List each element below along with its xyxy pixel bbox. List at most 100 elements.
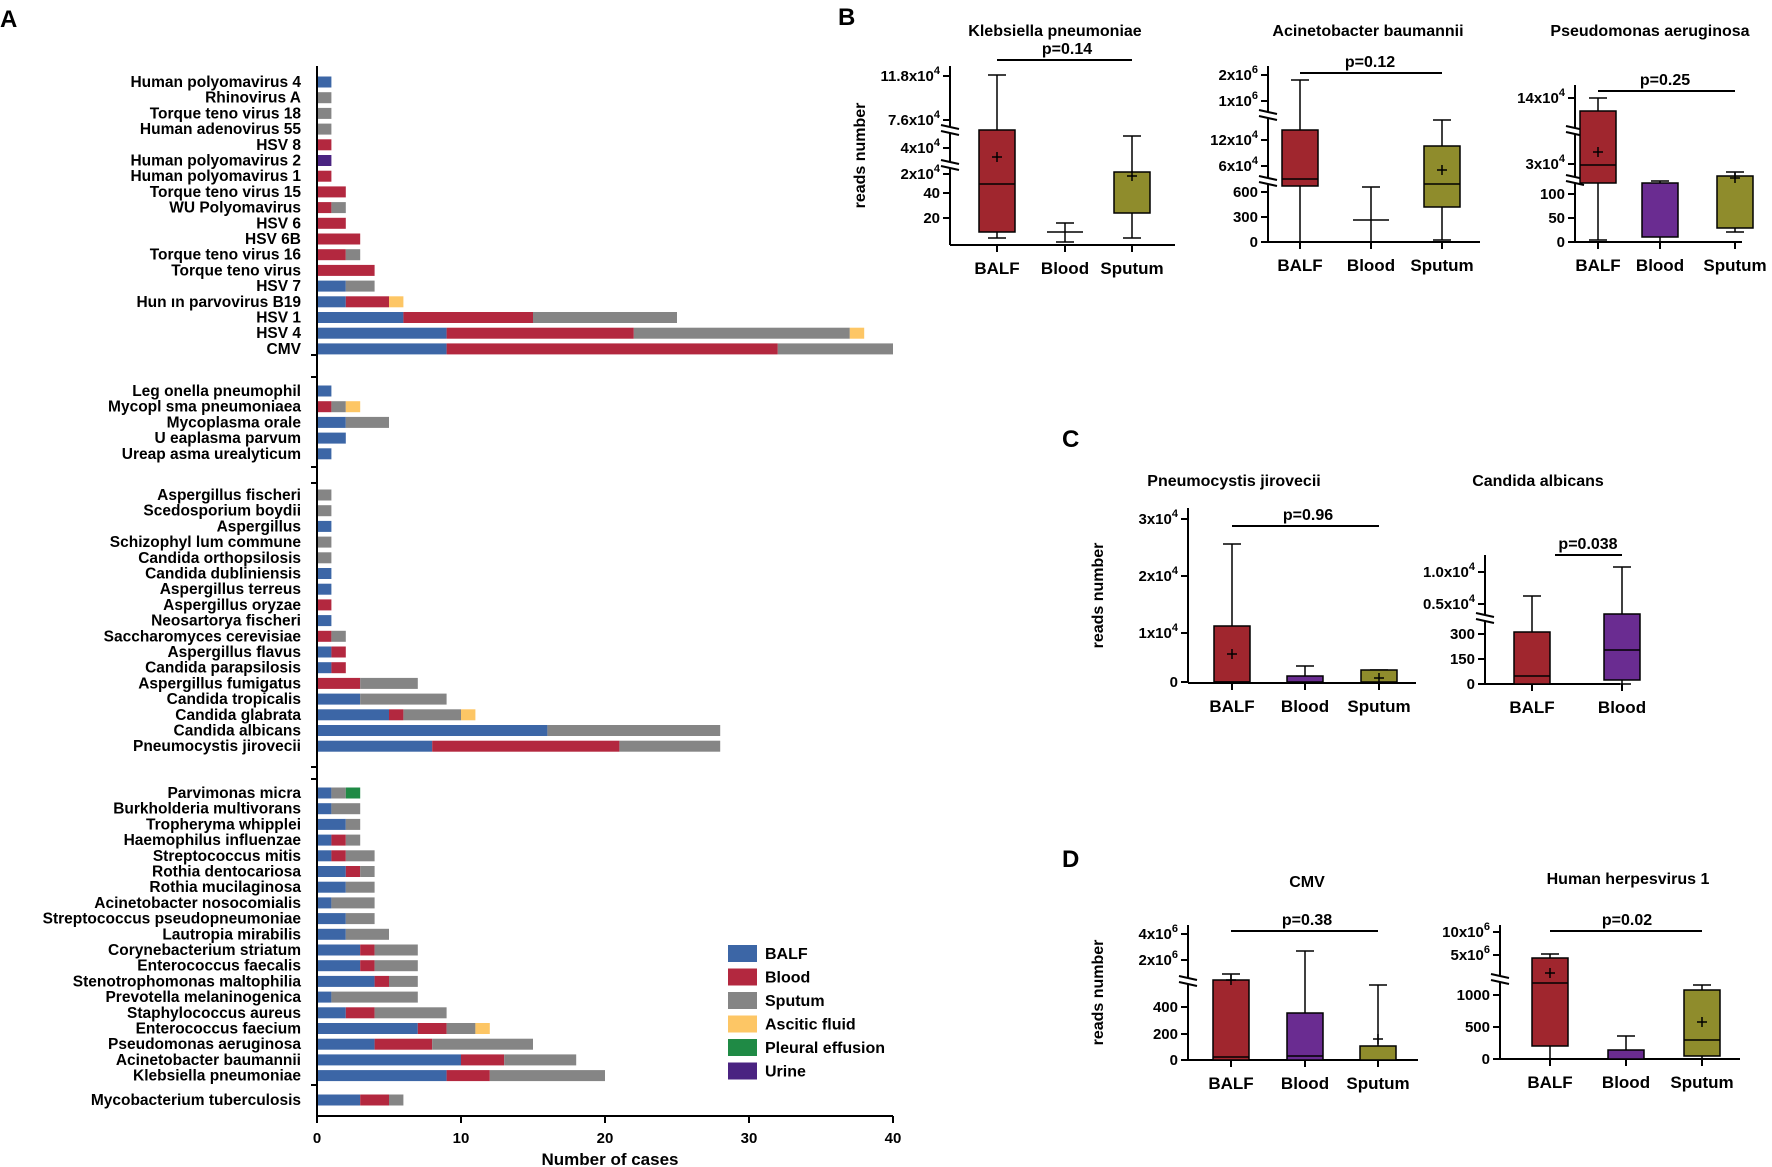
axis-break-gap bbox=[1179, 978, 1197, 984]
bar-segment bbox=[345, 818, 361, 830]
x-category-label: Sputum bbox=[1347, 697, 1410, 716]
bar-segment bbox=[403, 709, 461, 721]
p-value-label: p=0.14 bbox=[1042, 41, 1092, 58]
legend-label: Urine bbox=[765, 1064, 806, 1081]
bar-segment bbox=[446, 1070, 490, 1082]
bar-segment bbox=[331, 646, 346, 658]
y-tick-label: 500 bbox=[1465, 1019, 1490, 1036]
category-label: Candida tropicalis bbox=[167, 691, 301, 708]
y-tick-label: 2x106 bbox=[1139, 949, 1179, 969]
box bbox=[1286, 675, 1324, 683]
bar-segment bbox=[317, 296, 346, 308]
axis-break-gap bbox=[941, 162, 959, 168]
x-category-label: Sputum bbox=[1346, 1074, 1409, 1093]
category-label: Saccharomyces cerevisiae bbox=[104, 628, 302, 645]
legend-swatch bbox=[728, 1062, 757, 1080]
category-label: Torque teno virus 16 bbox=[150, 247, 302, 264]
y-tick-label: 10x106 bbox=[1442, 921, 1490, 941]
category-label: Lautropia mirabilis bbox=[162, 926, 301, 943]
bar-segment bbox=[317, 662, 332, 674]
bar-segment bbox=[461, 1054, 505, 1066]
y-tick-label: 600 bbox=[1233, 184, 1258, 201]
bar-segment bbox=[317, 1023, 418, 1034]
axis-break-mark bbox=[1258, 109, 1278, 115]
bar-segment bbox=[317, 327, 447, 339]
category-label: Leg onella pneumophil bbox=[132, 383, 301, 400]
bar-segment bbox=[317, 881, 346, 893]
legend-label: Ascitic fluid bbox=[765, 1017, 856, 1034]
category-label: Corynebacterium striatum bbox=[108, 942, 301, 959]
bar-segment bbox=[317, 630, 332, 642]
box-plot-pneumocystis-jirovecii: Pneumocystis jirovecii 3x104 2x104 1x104 0 BA… bbox=[1090, 473, 1416, 716]
bar-segment bbox=[317, 725, 548, 736]
category-label: Pseudomonas aeruginosa bbox=[108, 1036, 301, 1053]
axis-break-mark bbox=[1490, 973, 1510, 979]
y-tick-label: 50 bbox=[1548, 210, 1565, 227]
box-plot-cmv: CMV 4x106 2x106 400 200 0 BALF Blood Sputum p=0.3… bbox=[1090, 874, 1418, 1093]
bar-segment bbox=[317, 401, 332, 413]
bar-segment bbox=[360, 960, 375, 972]
bar-segment bbox=[849, 327, 865, 339]
y-tick-label: 14x104 bbox=[1517, 87, 1566, 107]
axis-break-mark bbox=[940, 130, 960, 136]
bar-segment bbox=[504, 1054, 577, 1066]
bar-segment bbox=[417, 1023, 447, 1034]
axis-break-gap bbox=[1566, 177, 1584, 183]
x-tick-label: 30 bbox=[741, 1130, 758, 1147]
x-tick-label: 0 bbox=[313, 1130, 321, 1147]
category-label: Human polyomavirus 1 bbox=[130, 168, 301, 185]
category-label: Human polyomavirus 4 bbox=[130, 74, 301, 91]
p-value-label: p=0.25 bbox=[1640, 72, 1690, 89]
p-value-label: p=0.38 bbox=[1282, 912, 1332, 929]
bar-segment bbox=[345, 416, 389, 428]
bar-segment bbox=[317, 1054, 461, 1066]
category-label: Mycopl sma pneumoniaea bbox=[108, 399, 301, 416]
category-label: Aspergillus bbox=[217, 518, 301, 535]
y-tick-label: 100 bbox=[1540, 186, 1565, 203]
axis-break-mark bbox=[940, 159, 960, 165]
bar-segment bbox=[446, 343, 778, 355]
y-axis-title: reads number bbox=[852, 103, 869, 209]
category-label: Rothia mucilaginosa bbox=[149, 879, 301, 896]
bar-segment bbox=[317, 615, 332, 627]
category-label: Mycobacterium tuberculosis bbox=[91, 1092, 301, 1109]
y-tick-label: 7.6x104 bbox=[888, 109, 941, 129]
category-label: Hun ın parvovirus B19 bbox=[136, 294, 301, 311]
bar-segment bbox=[461, 709, 476, 721]
x-category-label: BALF bbox=[1527, 1073, 1572, 1092]
axis-break-mark bbox=[1475, 612, 1495, 618]
bar-segment bbox=[317, 897, 332, 909]
category-label: Candida parapsilosis bbox=[145, 660, 301, 677]
box bbox=[1359, 1045, 1397, 1061]
bar-segment bbox=[317, 1038, 375, 1050]
legend-label: Pleural effusion bbox=[765, 1040, 885, 1057]
bar-segment bbox=[317, 599, 332, 611]
y-tick-label: 0.5x104 bbox=[1423, 593, 1476, 613]
x-category-label: Blood bbox=[1598, 698, 1646, 717]
x-category-label: Blood bbox=[1281, 1074, 1329, 1093]
category-label: Torque teno virus 18 bbox=[150, 105, 302, 122]
bar-segment bbox=[331, 202, 346, 214]
p-value-label: p=0.02 bbox=[1602, 912, 1652, 929]
category-label: Candida orthopsilosis bbox=[138, 550, 301, 567]
bar-segment bbox=[345, 401, 361, 413]
axis-break-mark bbox=[940, 165, 960, 171]
y-axis-title: reads number bbox=[1090, 543, 1107, 649]
bar-segment bbox=[317, 803, 332, 815]
category-label: Streptococcus mitis bbox=[153, 848, 301, 865]
x-category-label: Blood bbox=[1347, 256, 1395, 275]
axis-break-gap bbox=[1491, 976, 1509, 982]
bar-segment bbox=[331, 834, 346, 846]
bar-segment bbox=[331, 850, 346, 862]
category-label: WU Polyomavirus bbox=[169, 200, 301, 217]
plot-title: Pseudomonas aeruginosa bbox=[1550, 23, 1749, 40]
x-tick-label: 20 bbox=[597, 1130, 614, 1147]
box bbox=[1716, 175, 1754, 229]
box bbox=[978, 129, 1016, 233]
bar-segment bbox=[317, 1094, 361, 1106]
bar-segment bbox=[403, 312, 533, 323]
plot-title: CMV bbox=[1289, 874, 1325, 891]
x-axis-title: Number of cases bbox=[542, 1150, 679, 1167]
axis-break-mark bbox=[1490, 979, 1510, 985]
